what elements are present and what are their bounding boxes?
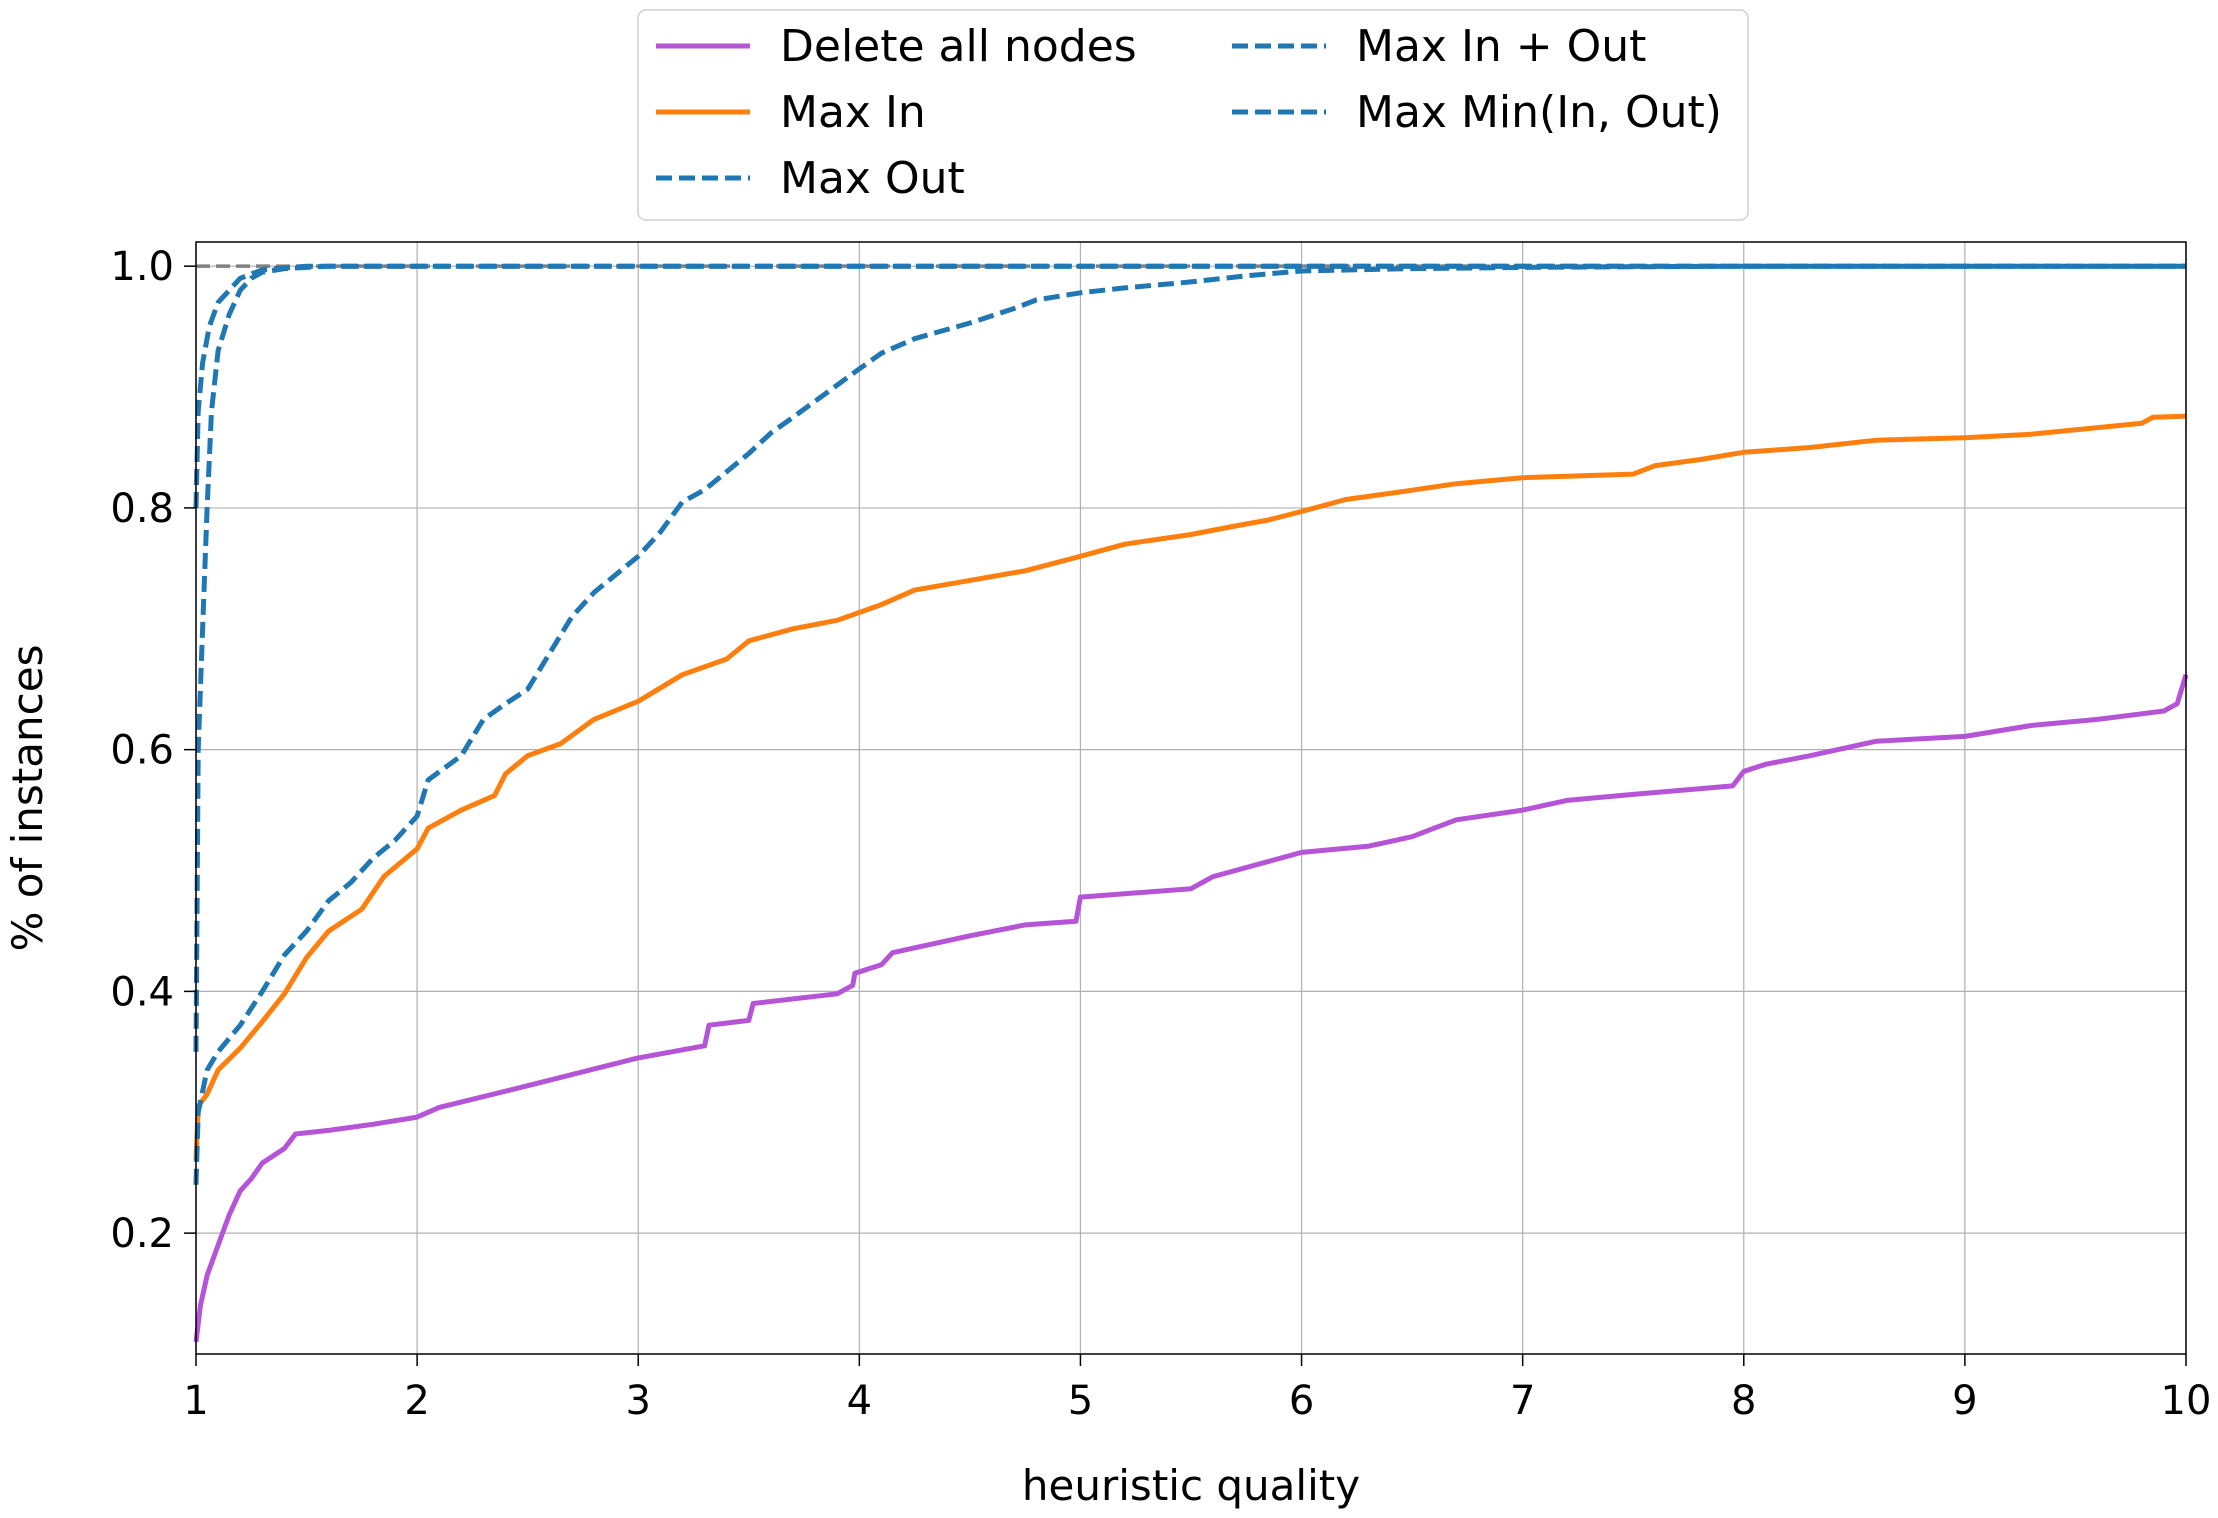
x-tick-label-2: 3 [625,1378,650,1424]
x-tick-label-4: 5 [1068,1378,1093,1424]
x-tick-label-8: 9 [1952,1378,1977,1424]
legend-label-4: Max Min(In, Out) [1356,87,1722,138]
x-tick-label-3: 4 [847,1378,872,1424]
legend: Delete all nodes Max In Max Out Max In + Ou… [637,9,1749,221]
axis-ticks: 1 2 3 4 5 6 7 8 9 10 0.2 0.4 0.6 0.8 1.0 [110,244,2211,1424]
legend-label-2: Max Out [780,153,965,204]
x-tick-label-9: 10 [2161,1378,2212,1424]
series-line-4 [193,263,2186,508]
x-tick-label-0: 1 [183,1378,208,1424]
x-tick-label-1: 2 [404,1378,429,1424]
y-tick-label-0: 0.2 [110,1211,174,1257]
series-line-2 [193,263,2186,1185]
legend-box [637,9,1749,221]
x-tick-label-5: 6 [1289,1378,1314,1424]
plot-frame [195,241,2187,1355]
series-line-3 [193,263,2186,1052]
series-lines [193,263,2189,1343]
series-line-1 [193,413,2187,1161]
legend-label-3: Max In + Out [1356,21,1646,72]
y-tick-label-2: 0.6 [110,728,174,774]
grid-lines [195,242,2187,1354]
y-axis-title: % of instances [3,645,52,952]
series-line-0 [193,673,2189,1343]
y-tick-label-1: 0.4 [110,969,174,1015]
x-tick-label-6: 7 [1510,1378,1535,1424]
x-tick-label-7: 8 [1731,1378,1756,1424]
x-axis-title: heuristic quality [1022,1461,1360,1510]
y-tick-label-3: 0.8 [110,486,174,532]
legend-label-0: Delete all nodes [780,21,1137,72]
y-tick-label-4: 1.0 [110,244,174,290]
legend-label-1: Max In [780,87,926,138]
